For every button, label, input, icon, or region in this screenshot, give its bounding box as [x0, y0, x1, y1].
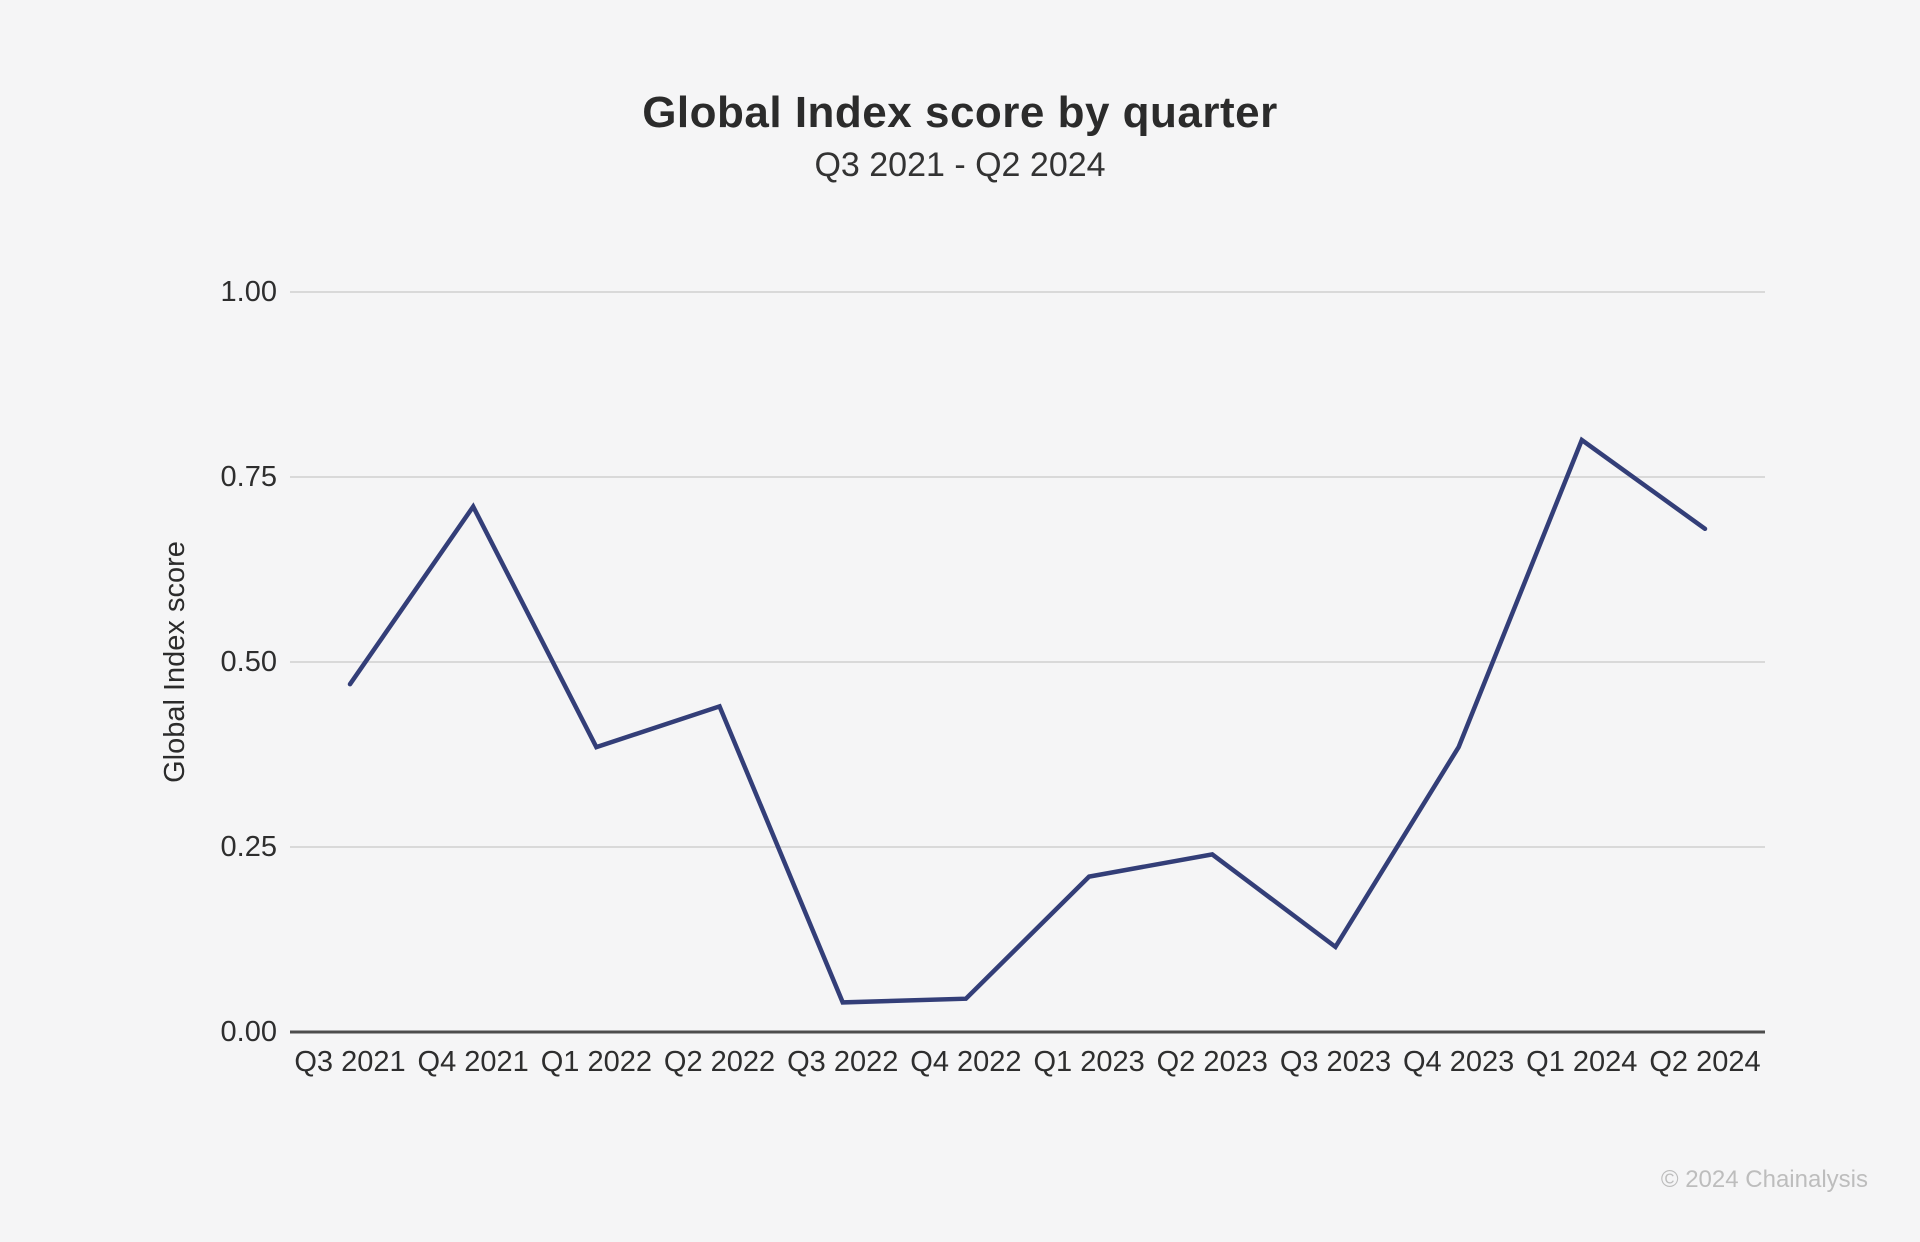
- x-tick-label: Q4 2023: [1403, 1046, 1514, 1078]
- x-tick-label: Q1 2024: [1526, 1046, 1637, 1078]
- y-tick-label: 0.75: [221, 461, 277, 493]
- x-tick-label: Q2 2022: [664, 1046, 775, 1078]
- x-tick-label: Q4 2022: [910, 1046, 1021, 1078]
- copyright-footer: © 2024 Chainalysis: [1660, 1166, 1868, 1193]
- y-tick-label: 0.25: [221, 831, 277, 863]
- y-axis-title: Global Index score: [159, 541, 191, 783]
- y-tick-label: 0.00: [221, 1016, 277, 1048]
- chart-subtitle: Q3 2021 - Q2 2024: [814, 146, 1106, 184]
- x-tick-label: Q3 2021: [294, 1046, 405, 1078]
- x-tick-label: Q4 2021: [418, 1046, 529, 1078]
- y-tick-label: 0.50: [221, 646, 277, 678]
- x-tick-label: Q1 2023: [1033, 1046, 1144, 1078]
- x-tick-label: Q2 2023: [1157, 1046, 1268, 1078]
- data-line: [347, 436, 1708, 1005]
- x-tick-label: Q3 2023: [1280, 1046, 1391, 1078]
- chart-title: Global Index score by quarter: [642, 88, 1278, 137]
- x-tick-label: Q2 2024: [1649, 1046, 1760, 1078]
- x-tick-label: Q1 2022: [541, 1046, 652, 1078]
- y-tick-label: 1.00: [221, 276, 277, 308]
- x-tick-label: Q3 2022: [787, 1046, 898, 1078]
